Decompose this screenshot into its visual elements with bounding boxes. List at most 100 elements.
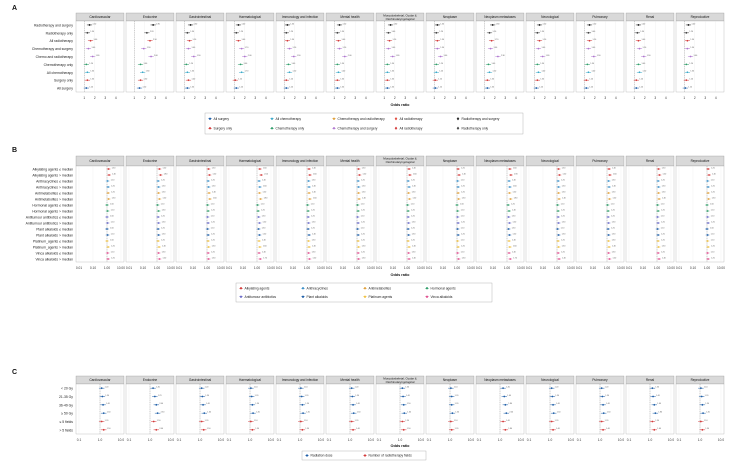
data-label: 1.20 — [605, 420, 609, 422]
tick-label: 1 — [383, 96, 385, 100]
data-point — [150, 55, 152, 58]
data-point — [251, 428, 254, 431]
data-point — [85, 87, 88, 89]
data-point — [607, 180, 610, 182]
data-label: 1.10 — [561, 203, 565, 205]
tick-label: 4 — [565, 96, 567, 100]
data-label: 1.60 — [413, 173, 417, 175]
data-label: 1.50 — [407, 428, 411, 430]
data-label: 1.10 — [211, 227, 215, 229]
data-label: 1.40 — [591, 31, 595, 33]
data-point — [343, 55, 346, 58]
data-point — [101, 395, 104, 398]
data-label: 1.50 — [343, 23, 347, 25]
data-point — [552, 428, 554, 431]
data-point — [207, 222, 210, 224]
data-label: 1.10 — [111, 179, 115, 181]
data-label: 1.10 — [411, 203, 415, 205]
data-point — [357, 234, 360, 236]
data-label: 1.30 — [362, 257, 366, 259]
facet-title: Neurological — [541, 378, 559, 382]
row-label: Chemotherapy and surgery — [32, 47, 73, 51]
tick-label: 0.01 — [176, 266, 182, 270]
tick-label: 0.10 — [90, 266, 96, 270]
data-label: 1.50 — [543, 39, 547, 41]
legend-box — [235, 282, 493, 303]
data-point — [456, 240, 459, 242]
data-point — [637, 63, 640, 66]
data-point — [186, 87, 189, 89]
data-label: 2.00 — [509, 412, 513, 414]
data-label: 1.50 — [393, 39, 397, 41]
facet-10: Pulmonary 1 2 3 4 1.50 1.40 1.50 1.40 1.90 1.30 1.4… — [575, 12, 625, 100]
data-label: 1.20 — [205, 387, 209, 389]
data-label: 1.60 — [94, 39, 98, 41]
data-point — [157, 192, 160, 194]
legend-marker-dot — [332, 117, 336, 120]
facet-title: Neoplasm — [443, 378, 458, 382]
data-point — [155, 403, 158, 406]
data-label: 1.70 — [245, 71, 249, 73]
data-point — [508, 210, 510, 212]
data-label: 1.20 — [455, 403, 459, 405]
data-label: 1.30 — [540, 31, 544, 33]
data-point — [235, 31, 238, 34]
data-point — [550, 387, 553, 390]
data-label: 2.20 — [150, 31, 154, 33]
data-label: 1.40 — [662, 257, 666, 259]
tick-label: 1.0 — [148, 438, 153, 442]
panels-root: A Radiotherapy and surgery Radiotherapy on… — [12, 5, 725, 461]
facet-8: Neoplasm metastases 1 2 3 4 1.80 1.50 1.70 1.60 2… — [475, 12, 525, 100]
data-label: 1.30 — [640, 31, 644, 33]
data-label: 1.10 — [661, 227, 665, 229]
data-label: 1.20 — [539, 86, 543, 88]
data-label: 1.20 — [561, 179, 565, 181]
legend-label: Number of radiotherapy fields — [369, 454, 413, 458]
data-label: 1.20 — [555, 420, 559, 422]
data-point — [508, 252, 510, 254]
tick-label: 0.1 — [127, 438, 132, 442]
data-point — [558, 198, 560, 200]
data-label: 1.20 — [111, 245, 115, 247]
data-point — [258, 180, 260, 182]
data-point — [286, 39, 289, 42]
data-label: 1.20 — [355, 420, 359, 422]
data-point — [557, 216, 560, 218]
tick-label: 1 — [83, 96, 85, 100]
data-point — [402, 428, 405, 431]
data-point — [142, 47, 145, 50]
data-label: 1.30 — [690, 71, 694, 73]
facet-title: Endocrine — [143, 159, 158, 163]
data-point — [451, 412, 454, 415]
facet-title: Renal — [646, 378, 655, 382]
data-label: 1.30 — [612, 233, 616, 235]
data-label: 1.40 — [512, 179, 516, 181]
data-label: 1.20 — [439, 63, 443, 65]
tick-label: 0.01 — [526, 266, 532, 270]
legend-marker-diamond — [394, 117, 398, 121]
data-point — [435, 71, 438, 74]
data-label: 1.40 — [512, 251, 516, 253]
data-label: 2.00 — [159, 403, 163, 405]
data-point — [456, 180, 459, 182]
data-label: 1.90 — [197, 55, 201, 57]
data-point — [638, 71, 641, 74]
data-point — [351, 395, 354, 398]
data-label: 1.30 — [562, 245, 566, 247]
tick-label: 3 — [354, 96, 356, 100]
data-point — [240, 47, 243, 50]
data-label: 1.10 — [461, 251, 465, 253]
data-label: 1.40 — [391, 31, 395, 33]
data-point — [600, 420, 603, 423]
tick-label: 0.10 — [640, 266, 646, 270]
data-point — [207, 246, 210, 248]
x-axis-label: Odds ratio — [391, 273, 411, 277]
data-point — [288, 47, 291, 50]
data-point — [507, 216, 510, 218]
tick-label: 1.0 — [548, 438, 553, 442]
data-point — [557, 180, 560, 182]
data-point — [302, 412, 304, 415]
data-label: 1.20 — [461, 245, 465, 247]
data-point — [308, 168, 310, 170]
data-point — [308, 198, 311, 200]
